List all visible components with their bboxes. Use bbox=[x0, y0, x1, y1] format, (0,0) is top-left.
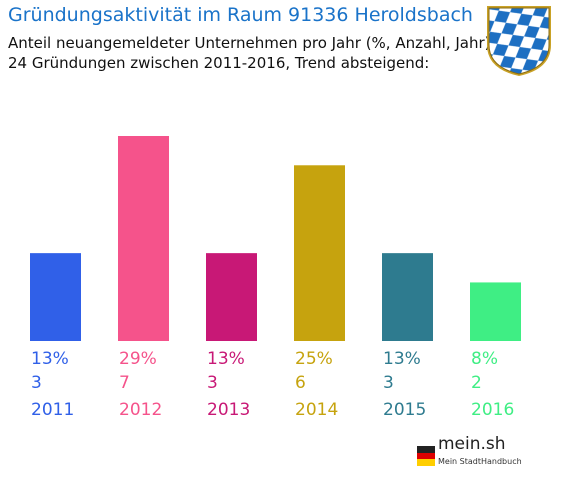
chart-title: Gründungsaktivität im Raum 91336 Herolds… bbox=[8, 4, 473, 26]
bavaria-coat-of-arms-icon bbox=[487, 6, 551, 76]
brand-name: mein.sh bbox=[438, 434, 506, 454]
count-label-2012: 7 bbox=[119, 373, 130, 393]
germany-flag-icon bbox=[417, 446, 435, 466]
year-label-2011: 2011 bbox=[31, 400, 74, 420]
year-label-2014: 2014 bbox=[295, 400, 338, 420]
count-label-2011: 3 bbox=[31, 373, 42, 393]
chart-subtitle: Anteil neuangemeldeter Unternehmen pro J… bbox=[8, 34, 491, 52]
percent-label-2016: 8% bbox=[471, 349, 498, 369]
count-label-2016: 2 bbox=[471, 373, 482, 393]
year-label-2012: 2012 bbox=[119, 400, 162, 420]
count-label-2015: 3 bbox=[383, 373, 394, 393]
percent-label-2015: 13% bbox=[383, 349, 421, 369]
percent-label-2014: 25% bbox=[295, 349, 333, 369]
percent-label-2013: 13% bbox=[207, 349, 245, 369]
year-label-2015: 2015 bbox=[383, 400, 426, 420]
brand-logo: mein.sh Mein StadtHandbuch bbox=[414, 432, 529, 476]
year-label-2016: 2016 bbox=[471, 400, 514, 420]
bar-2014 bbox=[294, 165, 345, 341]
bar-2016 bbox=[470, 282, 521, 341]
percent-label-2012: 29% bbox=[119, 349, 157, 369]
percent-label-2011: 13% bbox=[31, 349, 69, 369]
chart-summary: 24 Gründungen zwischen 2011-2016, Trend … bbox=[8, 54, 430, 72]
bar-2012 bbox=[118, 136, 169, 341]
brand-tagline: Mein StadtHandbuch bbox=[438, 457, 522, 466]
bar-2013 bbox=[206, 253, 257, 341]
year-label-2013: 2013 bbox=[207, 400, 250, 420]
count-label-2013: 3 bbox=[207, 373, 218, 393]
bar-2011 bbox=[30, 253, 81, 341]
bar-2015 bbox=[382, 253, 433, 341]
count-label-2014: 6 bbox=[295, 373, 306, 393]
